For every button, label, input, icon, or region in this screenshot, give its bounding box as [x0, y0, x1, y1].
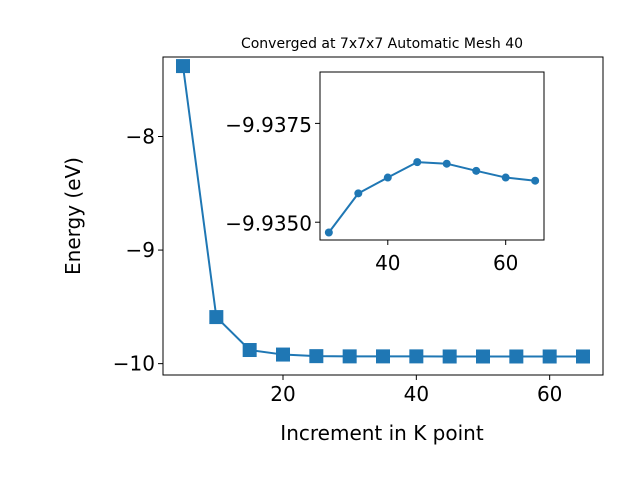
main-y-tick-label: −9 [126, 238, 155, 262]
main-data-point [542, 349, 557, 364]
inset-data-point [324, 228, 333, 237]
inset-y-tick-label: −9.9375 [225, 113, 312, 137]
main-data-point [342, 349, 357, 364]
main-data-point [509, 349, 524, 364]
inset-data-point [472, 166, 481, 175]
main-data-point [442, 349, 457, 364]
chart-title: Converged at 7x7x7 Automatic Mesh 40 [241, 36, 523, 52]
main-y-tick-label: −10 [113, 352, 155, 376]
main-data-point [242, 343, 257, 358]
x-axis-label: Increment in K point [280, 421, 484, 445]
main-plot-area: 20 40 60 −10 −9 −8 [113, 56, 604, 406]
main-data-point [176, 59, 190, 74]
main-data-point [276, 347, 290, 362]
inset-x-tick-label: 60 [493, 251, 518, 275]
main-data-point [376, 349, 390, 364]
inset-data-point [413, 158, 422, 167]
main-x-tick-label: 40 [404, 382, 429, 406]
inset-data-point [442, 159, 451, 168]
main-x-tick-label: 20 [270, 382, 295, 406]
inset-data-point [383, 173, 392, 182]
main-data-point [476, 349, 490, 364]
main-data-point [209, 310, 224, 325]
inset-background [320, 72, 544, 240]
main-data-point [409, 349, 424, 364]
main-data-point [576, 349, 590, 364]
inset-data-point [531, 176, 540, 185]
inset-series-line [328, 161, 536, 234]
inset-x-tick-label: 40 [375, 251, 400, 275]
main-data-point [309, 349, 324, 364]
main-frame [162, 56, 604, 376]
y-axis-label: Energy (eV) [61, 157, 85, 275]
inset-frame [319, 71, 545, 241]
inset-y-tick-label: −9.9350 [225, 212, 312, 236]
main-y-tick-label: −8 [126, 125, 155, 149]
inset-data-point [501, 173, 510, 182]
inset-plot-area: 40 60 −9.9375 −9.9350 [225, 71, 545, 275]
inset-data-point [354, 189, 363, 198]
main-x-tick-label: 60 [537, 382, 562, 406]
